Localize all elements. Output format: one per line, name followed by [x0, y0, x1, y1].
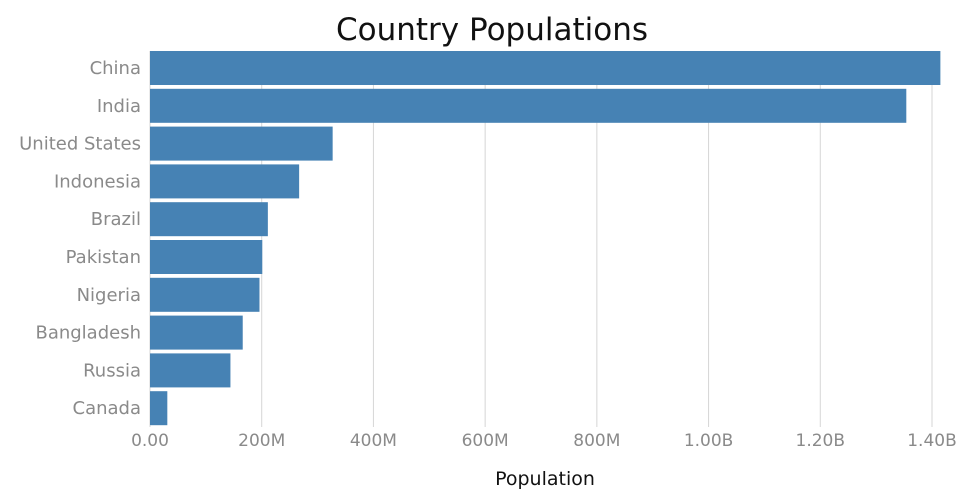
y-tick-label-indonesia: Indonesia: [54, 171, 141, 192]
x-tick-label-3: 600M: [462, 431, 509, 451]
bar-nigeria: [150, 277, 260, 312]
y-tick-label-bangladesh: Bangladesh: [35, 323, 141, 344]
y-tick-label-china: China: [90, 58, 141, 79]
bar-china: [150, 51, 941, 85]
x-tick-label-5: 1.00B: [684, 431, 734, 451]
chart-title: Country Populations: [336, 12, 648, 48]
x-tick-label-6: 1.20B: [796, 431, 846, 451]
bar-layer: [150, 51, 941, 426]
y-tick-label-pakistan: Pakistan: [66, 247, 141, 268]
y-tick-label-brazil: Brazil: [91, 209, 141, 230]
y-tick-label-united-states: United States: [19, 134, 141, 155]
bar-brazil: [150, 202, 268, 237]
bar-united-states: [150, 126, 333, 161]
y-tick-labels: China India United States Indonesia Brazil Pa…: [19, 58, 141, 419]
bar-pakistan: [150, 240, 263, 274]
x-tick-label-4: 800M: [573, 431, 620, 451]
bar-russia: [150, 353, 231, 388]
y-tick-label-nigeria: Nigeria: [77, 285, 141, 306]
y-tick-label-canada: Canada: [73, 398, 142, 419]
y-tick-label-india: India: [97, 96, 141, 117]
x-tick-label-7: 1.40B: [907, 431, 957, 451]
x-axis-label: Population: [495, 468, 595, 490]
bar-canada: [150, 391, 168, 426]
x-tick-labels: 0.00 200M 400M 600M 800M 1.00B 1.20B 1.40B: [131, 431, 957, 451]
x-tick-label-2: 400M: [350, 431, 397, 451]
bar-india: [150, 88, 907, 123]
y-tick-label-russia: Russia: [83, 360, 141, 381]
x-tick-label-1: 200M: [238, 431, 285, 451]
bar-bangladesh: [150, 315, 243, 350]
bar-indonesia: [150, 164, 300, 199]
x-tick-label-0: 0.00: [131, 431, 169, 451]
